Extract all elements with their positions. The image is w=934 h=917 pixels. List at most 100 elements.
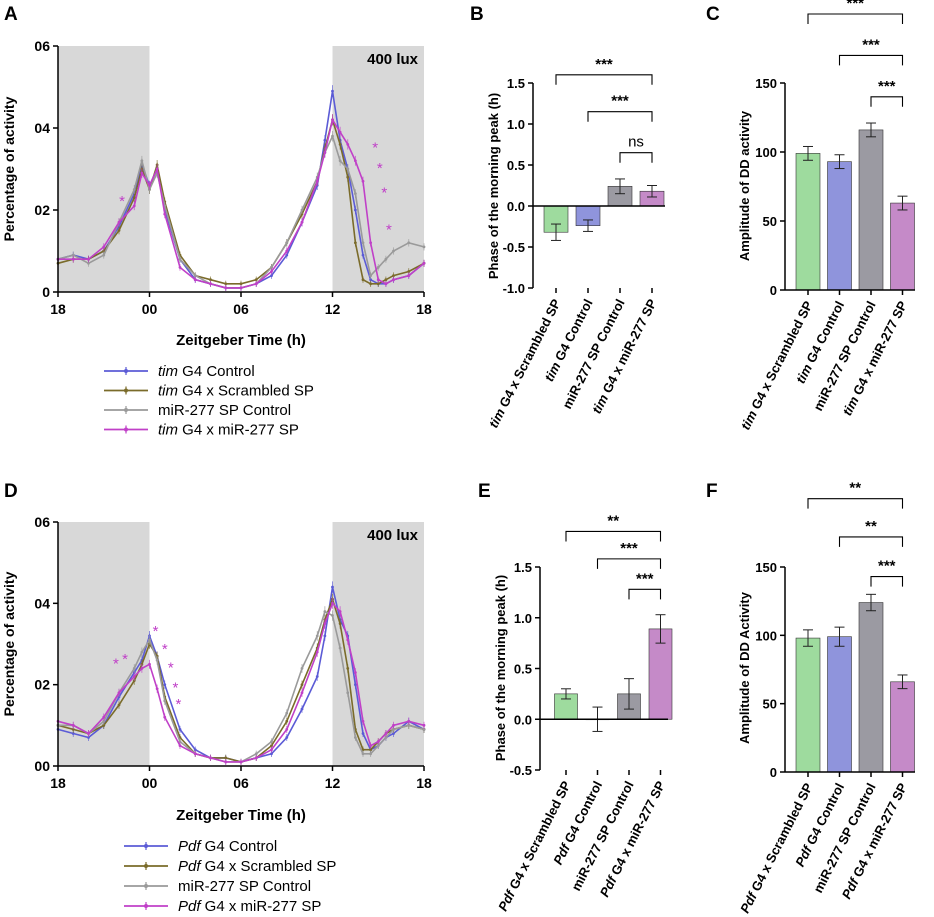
text-span: Pdf bbox=[178, 898, 202, 915]
data-point bbox=[209, 278, 212, 282]
data-point bbox=[239, 286, 243, 290]
light-intensity-label: 400 lux bbox=[367, 527, 419, 544]
bar bbox=[890, 202, 915, 291]
data-point bbox=[254, 756, 258, 760]
data-point bbox=[315, 179, 319, 183]
data-point bbox=[270, 744, 273, 748]
panel-a: 0 02 04 06 18 00 06 12 18 Zeitgeber Time (h) Perce… bbox=[1, 4, 432, 349]
light-intensity-label: 400 lux bbox=[367, 51, 419, 68]
data-point bbox=[361, 253, 365, 257]
data-point bbox=[224, 282, 228, 286]
y-tick-label: 04 bbox=[34, 595, 50, 611]
data-point bbox=[392, 728, 395, 731]
data-point bbox=[376, 744, 380, 748]
data-point bbox=[87, 257, 90, 261]
legend-label: Pdf G4 Control bbox=[178, 838, 277, 855]
y-tick-label: 0 bbox=[42, 284, 50, 300]
series-line bbox=[57, 116, 425, 285]
data-point bbox=[285, 736, 289, 739]
bar bbox=[858, 602, 884, 773]
data-point bbox=[407, 241, 411, 245]
data-point bbox=[392, 278, 395, 282]
data-point bbox=[384, 736, 388, 739]
data-point bbox=[71, 723, 75, 727]
data-point bbox=[155, 167, 159, 171]
text-span: G4 Control bbox=[201, 838, 278, 855]
data-point bbox=[155, 687, 159, 691]
legend-label: tim G4 Control bbox=[158, 363, 255, 380]
y-tick-label: 04 bbox=[34, 120, 50, 136]
y-tick-label: 06 bbox=[34, 514, 50, 530]
data-point bbox=[300, 220, 304, 224]
data-point bbox=[102, 249, 106, 253]
data-point bbox=[163, 715, 167, 719]
significance-star: * bbox=[386, 221, 392, 238]
significance-bracket bbox=[587, 111, 653, 122]
y-tick-label: 0.5 bbox=[514, 662, 532, 677]
x-tick-label: 12 bbox=[325, 775, 341, 791]
significance-label: *** bbox=[846, 0, 864, 12]
data-point bbox=[361, 241, 365, 245]
data-point bbox=[270, 266, 273, 269]
data-point bbox=[338, 143, 342, 146]
y-tick-label: 0 bbox=[770, 283, 777, 298]
data-point bbox=[102, 723, 106, 727]
data-point bbox=[270, 748, 273, 752]
data-point bbox=[117, 220, 121, 224]
y-axis-label: Amplitude of DD Activity bbox=[737, 591, 752, 744]
data-point bbox=[132, 675, 136, 678]
significance-bracket bbox=[870, 576, 904, 587]
data-point bbox=[422, 723, 426, 727]
data-point bbox=[140, 650, 144, 654]
significance-bracket bbox=[596, 558, 662, 569]
data-point bbox=[300, 683, 304, 687]
y-tick-label: 1.0 bbox=[514, 611, 532, 626]
data-point bbox=[155, 658, 159, 662]
legend-label: tim G4 x miR-277 SP bbox=[158, 422, 299, 439]
data-point bbox=[376, 278, 380, 282]
data-point bbox=[178, 744, 182, 748]
data-point bbox=[270, 752, 273, 756]
data-point bbox=[102, 245, 106, 249]
data-point bbox=[323, 138, 327, 142]
legend-label: Pdf G4 x miR-277 SP bbox=[178, 898, 321, 915]
significance-star: * bbox=[119, 193, 125, 210]
y-tick-label: 100 bbox=[755, 628, 777, 643]
data-point bbox=[323, 151, 327, 155]
data-point bbox=[178, 266, 182, 269]
data-point bbox=[338, 610, 342, 613]
y-axis-label: Percentage of activity bbox=[1, 96, 17, 241]
data-point bbox=[148, 638, 151, 642]
legend-marker bbox=[144, 844, 148, 848]
data-point bbox=[384, 282, 388, 286]
data-point bbox=[315, 675, 319, 678]
significance-label: *** bbox=[878, 78, 896, 95]
data-point bbox=[353, 736, 357, 739]
data-point bbox=[140, 159, 144, 163]
significance-label: *** bbox=[636, 570, 654, 587]
panel-letter: C bbox=[706, 4, 720, 25]
data-point bbox=[346, 175, 350, 179]
data-point bbox=[254, 282, 258, 286]
data-point bbox=[132, 196, 136, 200]
panel-letter: E bbox=[478, 481, 491, 502]
text-span: Pdf bbox=[178, 838, 202, 855]
significance-label: ** bbox=[607, 512, 619, 529]
significance-label: ** bbox=[865, 518, 877, 535]
data-point bbox=[254, 278, 258, 282]
y-tick-label: -0.5 bbox=[510, 763, 532, 778]
data-point bbox=[71, 253, 75, 257]
data-point bbox=[369, 282, 373, 286]
data-point bbox=[331, 585, 334, 589]
data-point bbox=[361, 278, 365, 282]
data-point bbox=[392, 274, 395, 277]
bar bbox=[890, 681, 915, 773]
data-point bbox=[369, 748, 373, 752]
data-point bbox=[71, 728, 75, 731]
significance-label: *** bbox=[611, 93, 629, 110]
x-tick-label: 00 bbox=[142, 775, 158, 791]
data-point bbox=[132, 188, 136, 191]
bar bbox=[795, 637, 821, 773]
